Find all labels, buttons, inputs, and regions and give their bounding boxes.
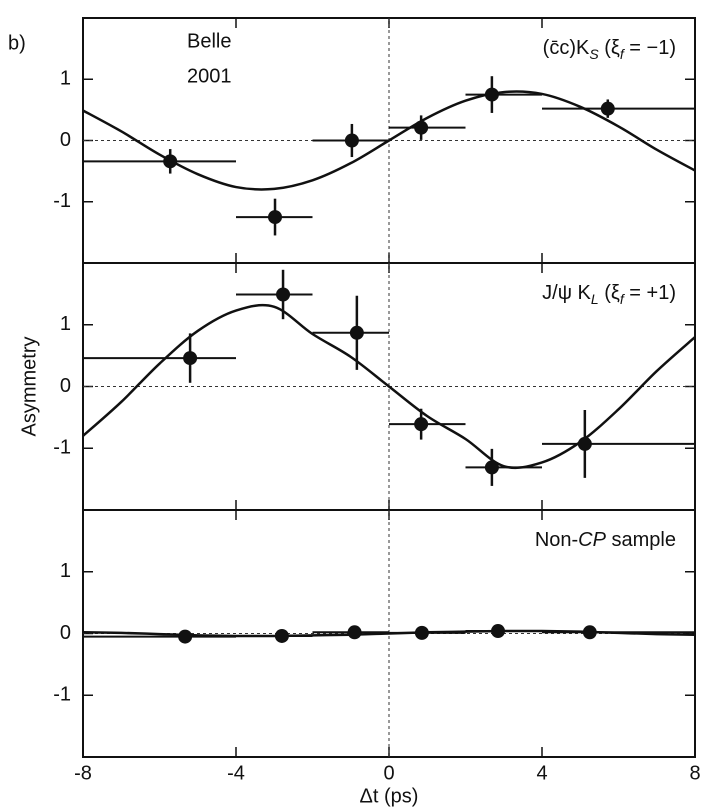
data-point (274, 628, 289, 643)
panel-annotation: J/ψ KL (ξf = +1) (542, 282, 676, 306)
data-point (268, 210, 283, 225)
annotation-part: J/ψ K (542, 282, 591, 304)
data-point (163, 154, 178, 169)
fit-curve (82, 303, 696, 470)
data-point (582, 625, 597, 640)
x-tick-label: 8 (689, 762, 700, 784)
note: 2001 (187, 65, 232, 87)
annotation-part: (ξ (599, 37, 620, 59)
annotation-part: = −1) (624, 37, 676, 59)
annotation-part: S (589, 46, 599, 62)
x-tick-label: -4 (227, 762, 245, 784)
annotation-part: f (620, 46, 626, 62)
data-point (491, 624, 506, 639)
annotation-part: CP (578, 529, 606, 551)
y-tick-label: -1 (53, 684, 71, 706)
y-tick-label: -1 (53, 437, 71, 459)
annotation-part: (c̄c)K (543, 37, 590, 59)
y-axis-label: Asymmetry (18, 337, 40, 437)
data-point (347, 625, 362, 640)
data-point (349, 325, 364, 340)
data-point (183, 351, 198, 366)
data-point (178, 629, 193, 644)
panel-label: b) (8, 32, 26, 54)
data-point (484, 87, 499, 102)
y-tick-label: 0 (60, 622, 71, 644)
annotation-part: L (591, 291, 599, 307)
panel-annotation: (c̄c)KS (ξf = −1) (543, 37, 676, 61)
x-tick-label: 0 (383, 762, 394, 784)
annotation-part: sample (606, 529, 676, 551)
panel-annotation: Non-CP sample (535, 529, 676, 551)
y-tick-label: 0 (60, 129, 71, 151)
y-tick-label: -1 (53, 190, 71, 212)
y-tick-label: 1 (60, 68, 71, 90)
annotation-part: f (620, 291, 626, 307)
data-point (276, 287, 291, 302)
x-tick-label: 4 (536, 762, 547, 784)
data-point (344, 133, 359, 148)
y-tick-label: 1 (60, 560, 71, 582)
data-point (414, 625, 429, 640)
data-point (600, 101, 615, 116)
data-point (414, 417, 429, 432)
x-axis-label: Δt (ps) (360, 785, 419, 807)
data-point (577, 436, 592, 451)
annotation-part: Non- (535, 529, 578, 551)
y-tick-label: 1 (60, 313, 71, 335)
annotation-part: (ξ (599, 282, 620, 304)
y-tick-label: 0 (60, 375, 71, 397)
annotation-part: = +1) (624, 282, 676, 304)
data-point (414, 120, 429, 135)
data-point (484, 460, 499, 475)
x-tick-label: -8 (74, 762, 92, 784)
note: Belle (187, 30, 231, 52)
